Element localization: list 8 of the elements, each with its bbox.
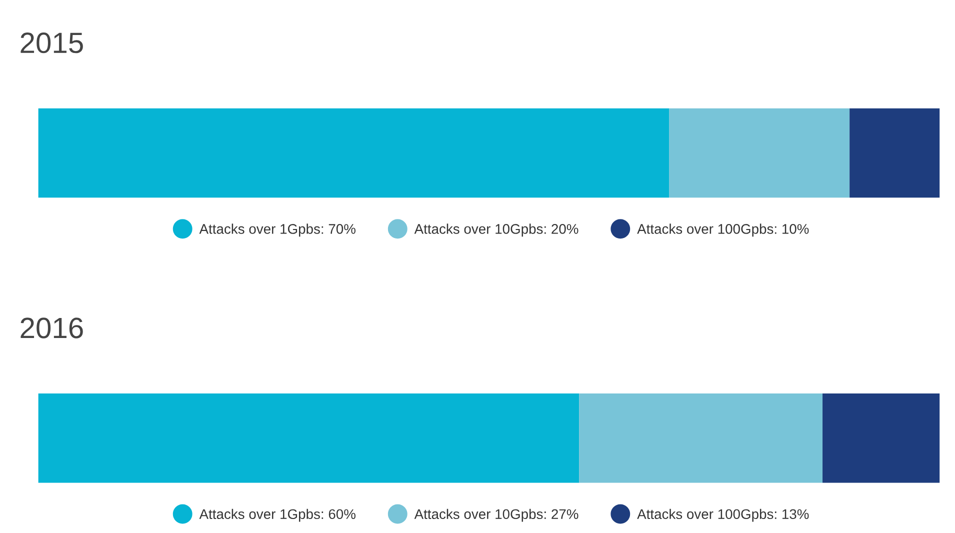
legend-label: Attacks over 10Gpbs: 20% (414, 224, 578, 237)
legend-label: Attacks over 10Gpbs: 27% (414, 508, 578, 522)
legend-label: Attacks over 1Gpbs: 60% (199, 508, 356, 522)
legend-label: Attacks over 100Gpbs: 13% (637, 508, 809, 522)
legend-label: Attacks over 100Gpbs: 10% (637, 224, 809, 237)
chart-title: 2016 (20, 318, 83, 338)
legend-label: Attacks over 1Gpbs: 70% (199, 224, 356, 237)
chart-title: 2015 (20, 32, 83, 54)
